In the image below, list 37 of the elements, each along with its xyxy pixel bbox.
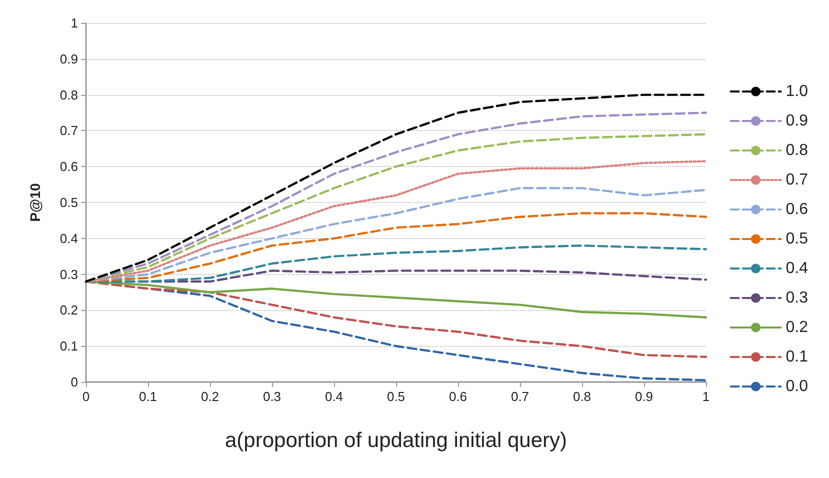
- y-tick-label: 0.2: [60, 302, 78, 318]
- legend-label: 0.2: [786, 319, 808, 336]
- legend-label: 1.0: [786, 83, 808, 100]
- y-tick-label: 0.8: [60, 87, 78, 102]
- legend-label: 0.6: [786, 201, 808, 218]
- legend-label: 0.0: [786, 378, 808, 395]
- legend-label: 0.8: [786, 142, 808, 159]
- y-tick-label: 1: [70, 16, 78, 30]
- legend-label: 0.4: [786, 260, 808, 277]
- legend-label: 0.9: [786, 112, 808, 130]
- y-tick-label: 0.3: [60, 266, 78, 282]
- x-tick-label: 0.7: [510, 389, 530, 404]
- y-tick-label: 0.9: [60, 51, 78, 66]
- legend-label: 0.3: [786, 290, 808, 306]
- x-tick-label: 1: [702, 389, 710, 404]
- legend-label: 0.7: [786, 172, 808, 188]
- x-tick-label: 0.1: [138, 389, 158, 404]
- y-tick-label: 0.1: [60, 338, 78, 354]
- y-tick-label: 0.5: [60, 195, 78, 210]
- y-tick-label: 0.4: [60, 230, 78, 246]
- y-axis-title: P@10: [27, 183, 43, 222]
- y-tick-label: 0.6: [60, 159, 78, 174]
- legend-label: 0.5: [786, 230, 808, 248]
- x-tick-label: 0.4: [324, 389, 344, 404]
- legend-label: 0.1: [786, 348, 808, 366]
- x-tick-label: 0.3: [262, 389, 282, 404]
- x-tick-label: 0.5: [386, 389, 406, 404]
- x-tick-label: 0.9: [634, 389, 654, 404]
- y-tick-label: 0.7: [60, 123, 78, 138]
- line-series: [84, 280, 708, 358]
- line-series: [84, 160, 708, 283]
- x-tick-label: 0.6: [448, 389, 468, 404]
- x-tick-label: 0.2: [200, 389, 220, 404]
- x-axis-title: a(proportion of updating initial query): [224, 429, 568, 452]
- x-tick-label: 0.8: [572, 389, 592, 404]
- x-tick-label: 0: [82, 389, 90, 404]
- y-tick-label: 0: [70, 374, 78, 390]
